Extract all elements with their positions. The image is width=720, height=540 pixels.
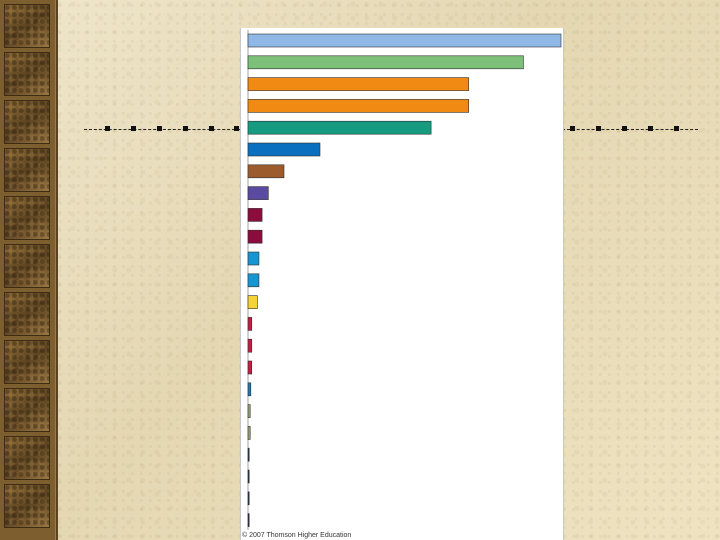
bar-17 (247, 382, 252, 397)
bar-5 (247, 120, 432, 135)
copyright-text: © 2007 Thomson Higher Education (242, 532, 352, 539)
bar-8 (247, 186, 269, 200)
texture-tile (4, 340, 50, 384)
bar-12 (247, 273, 260, 288)
decorative-dash-dot (674, 126, 679, 131)
left-decorative-strip (0, 0, 58, 540)
decorative-dash-dot (183, 126, 188, 131)
texture-tile (4, 100, 50, 144)
bar-11 (247, 251, 260, 266)
decorative-dash-dot (622, 126, 627, 131)
decorative-dash-dot (131, 126, 136, 131)
decorative-dash-dot (596, 126, 601, 131)
texture-tile (4, 244, 50, 288)
bar-chart (247, 30, 562, 530)
bar-3 (247, 77, 469, 91)
bar-15 (247, 338, 253, 353)
bar-4 (247, 99, 469, 113)
chart-panel: © 2007 Thomson Higher Education (240, 28, 564, 540)
decorative-dash-dot (209, 126, 214, 131)
bar-23 (247, 513, 250, 527)
decorative-dashed-line-left (84, 129, 240, 130)
decorative-dashed-line-right (562, 129, 698, 130)
texture-tile (4, 4, 50, 48)
bar-10 (247, 229, 263, 244)
texture-tile (4, 388, 50, 432)
decorative-dash-dot (105, 126, 110, 131)
bar-2 (247, 55, 524, 70)
decorative-dash-dot (570, 126, 575, 131)
bar-7 (247, 164, 285, 179)
bar-6 (247, 142, 321, 157)
bar-19 (247, 426, 251, 440)
texture-tile (4, 484, 50, 528)
bar-18 (247, 404, 251, 418)
decorative-dash-dot (157, 126, 162, 131)
bar-9 (247, 208, 263, 222)
texture-tile (4, 148, 50, 192)
texture-tile (4, 196, 50, 240)
decorative-dash-dot (234, 126, 239, 131)
texture-tile (4, 292, 50, 336)
bar-22 (247, 491, 250, 506)
bar-1 (247, 33, 562, 48)
decorative-dash-dot (648, 126, 653, 131)
bar-21 (247, 469, 250, 484)
bar-16 (247, 360, 253, 375)
texture-tile (4, 436, 50, 480)
texture-tile (4, 52, 50, 96)
bar-13 (247, 295, 258, 309)
bar-20 (247, 447, 250, 462)
bar-14 (247, 317, 253, 331)
